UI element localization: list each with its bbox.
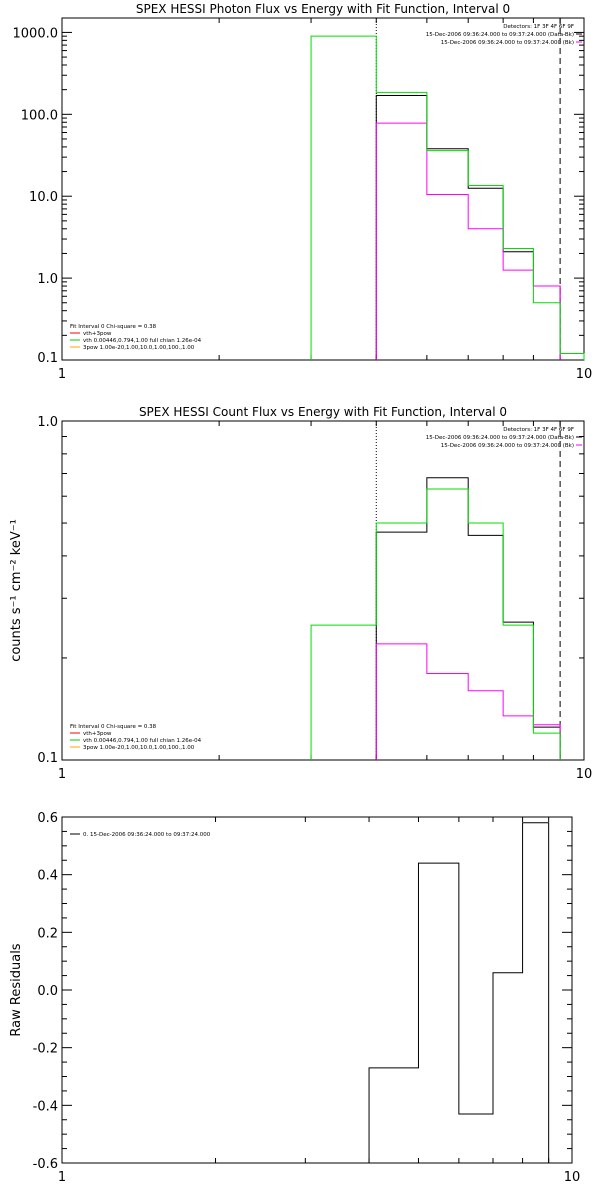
chart1-legend-entry: vth+3pow [83,331,112,337]
chart1-x-tick-label: 1 [58,367,66,382]
chart3-series-1-line [368,822,550,1163]
chart2-y-tick-label: 1.0 [37,415,58,430]
chart2-plot-frame [61,420,585,761]
chart1-info-text: Detectors: 1F 3F 4F 6F 9F [503,24,574,30]
chart1-y-tick-label: 1000.0 [13,26,59,41]
chart1-x-tick-label: 10 [576,367,593,382]
chart2-x-tick-label: 10 [576,767,593,782]
chart3-y-tick-label: 0.0 [37,984,58,999]
chart1-y-tick-label: 100.0 [21,108,58,123]
chart3-y-tick-label: -0.2 [33,1042,58,1057]
chart2-y-axis-label: counts s⁻¹ cm⁻² keV⁻¹ [9,519,24,662]
chart1-legend-entry: vth 0.00446,0.794,1.00 full chian 1.26e-… [83,338,202,344]
chart1-y-tick-label: 10.0 [29,190,58,205]
chart3-y-tick-label: -0.6 [33,1157,58,1172]
chart3-y-tick-label: -0.4 [33,1099,58,1114]
chart1-y-tick-label: 1.0 [37,272,58,287]
chart2-series-3-line [310,488,561,760]
chart2-legend-entry: vth 0.00446,0.794,1.00 full chian 1.26e-… [83,738,202,744]
chart3-x-tick-label: 10 [564,1170,581,1185]
chart2-info-text: Detectors: 1F 3F 4F 6F 9F [503,427,574,433]
chart2-legend-entry: Fit Interval 0 Chi-square = 0.38 [70,724,157,730]
chart1-legend-entry: Fit Interval 0 Chi-square = 0.38 [70,324,157,330]
chart3-y-tick-label: 0.6 [37,811,58,826]
chart1-plot-frame [61,17,585,361]
chart2-series-2-line [375,643,561,760]
chart1-series-2-line [375,122,561,360]
chart2-y-tick-label: 0.1 [37,751,58,766]
chart2-title: SPEX HESSI Count Flux vs Energy with Fit… [139,405,507,419]
chart2-series-1-line [375,477,561,760]
chart1-legend-entry: 3pow 1.00e-20,1.00,10.0,1.00,100.,1.00 [83,345,195,351]
chart1-info-text: 15-Dec-2006 09:36:24.000 to 09:37:24.000… [441,40,574,46]
chart2-info-text: 15-Dec-2006 09:36:24.000 to 09:37:24.000… [441,443,574,449]
chart2-legend-entry: 3pow 1.00e-20,1.00,10.0,1.00,100.,1.00 [83,745,195,751]
chart1-info-text: 15-Dec-2006 09:36:24.000 to 09:37:24.000… [426,32,574,38]
chart3-plot-frame [61,816,573,1164]
chart2-legend-entry: vth+3pow [83,731,112,737]
chart3-y-axis-label: Raw Residuals [9,943,24,1036]
chart3-y-tick-label: 0.4 [37,869,58,884]
chart3-legend-entry: 0. 15-Dec-2006 09:36:24.000 to 09:37:24.… [83,832,211,838]
chart2-info-text: 15-Dec-2006 09:36:24.000 to 09:37:24.000… [426,435,574,441]
chart1-title: SPEX HESSI Photon Flux vs Energy with Fi… [136,2,510,16]
chart3-x-tick-label: 1 [58,1170,66,1185]
chart3-y-tick-label: 0.2 [37,926,58,941]
chart2-x-tick-label: 1 [58,767,66,782]
chart1-series-3-line [310,35,585,360]
chart1-y-tick-label: 0.1 [37,351,58,366]
